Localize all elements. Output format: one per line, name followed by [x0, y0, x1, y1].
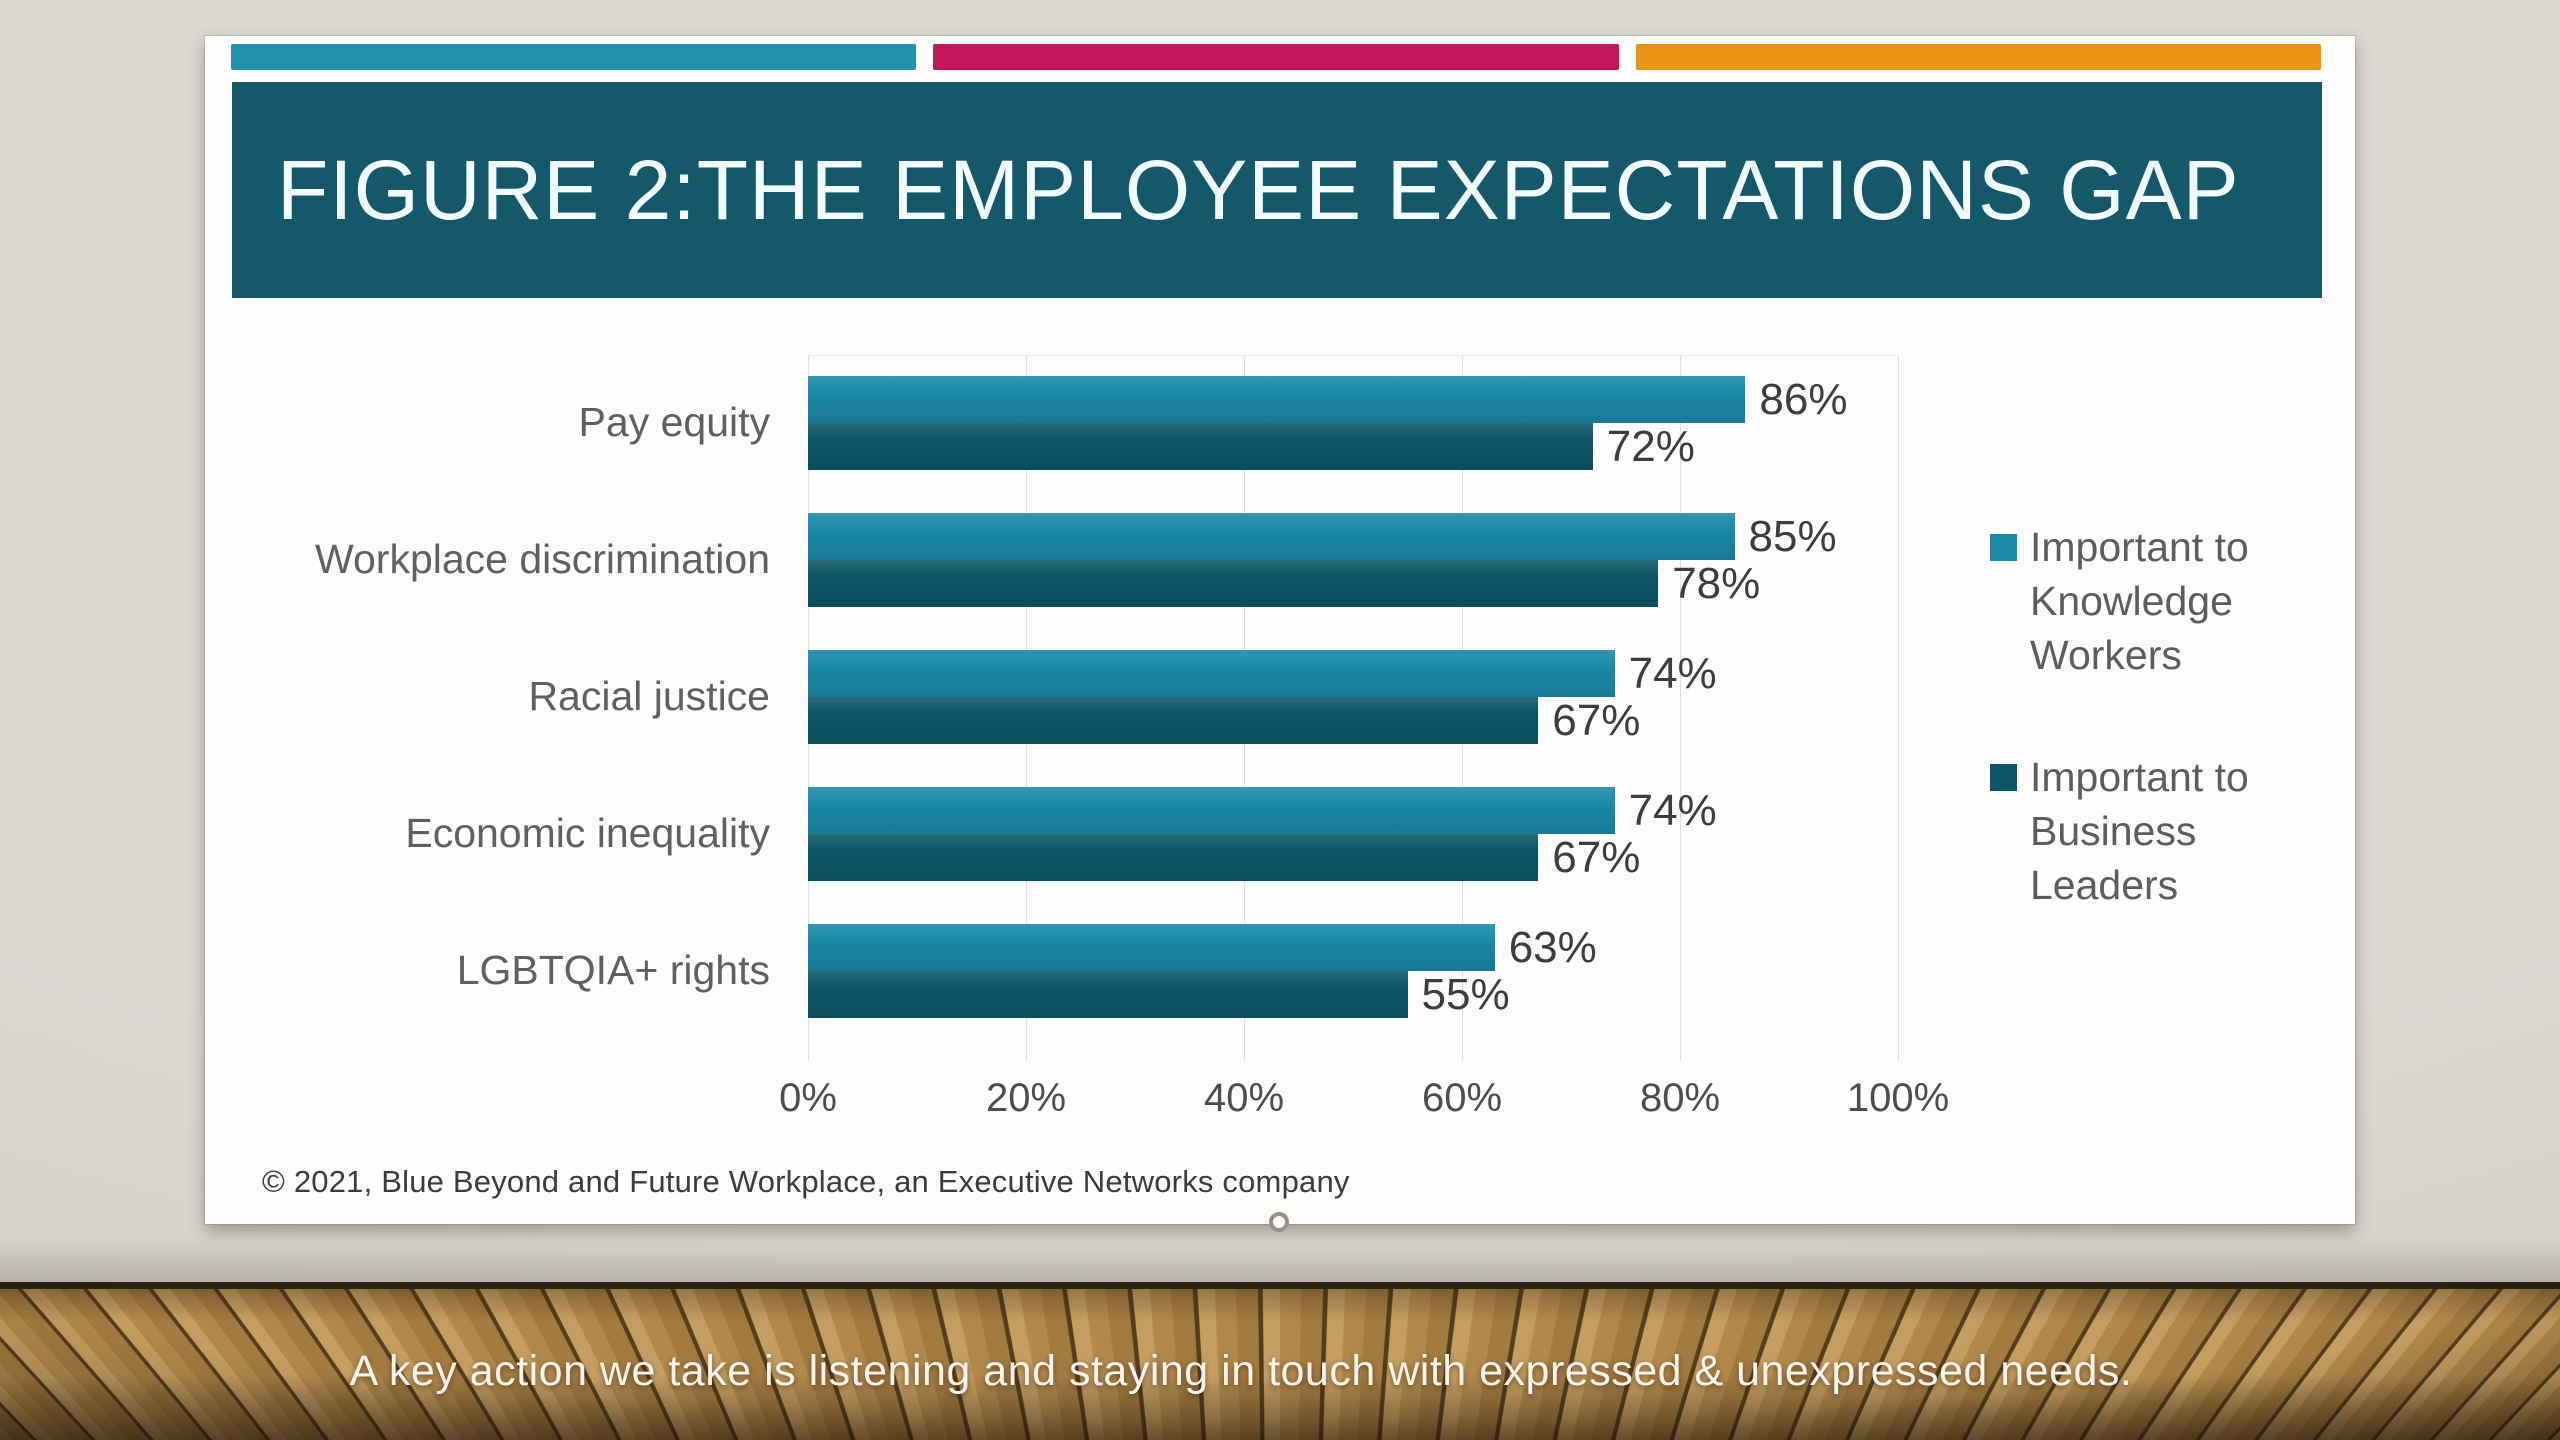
- bar-value-label: 85%: [1749, 512, 1837, 562]
- speaker-caption: A key action we take is listening and st…: [0, 1289, 2560, 1440]
- bar-value-label: 63%: [1509, 923, 1597, 973]
- legend-item-knowledge-workers: Important to Knowledge Workers: [1990, 520, 2296, 682]
- category-label: LGBTQIA+ rights: [230, 942, 770, 998]
- category-label: Economic inequality: [230, 805, 770, 861]
- bar-knowledge-workers: [808, 376, 1745, 423]
- bar-knowledge-workers: [808, 650, 1615, 697]
- legend-swatch-business-leaders: [1990, 764, 2017, 791]
- presentation-screen: FIGURE 2:THE EMPLOYEE EXPECTATIONS GAP P…: [0, 0, 2560, 1440]
- x-tick-0%: 0%: [779, 1076, 837, 1121]
- bar-value-label: 55%: [1422, 970, 1510, 1020]
- slide: FIGURE 2:THE EMPLOYEE EXPECTATIONS GAP P…: [205, 36, 2355, 1224]
- legend-label-business-leaders: Important to Business Leaders: [2030, 750, 2296, 912]
- accent-stripe-orange: [1636, 44, 2321, 70]
- x-axis: 0% 20% 40% 60% 80% 100%: [808, 1076, 1898, 1130]
- legend-item-business-leaders: Important to Business Leaders: [1990, 750, 2296, 912]
- copyright-text: © 2021, Blue Beyond and Future Workplace…: [262, 1164, 1350, 1200]
- slide-title: FIGURE 2:THE EMPLOYEE EXPECTATIONS GAP: [232, 142, 2240, 239]
- bar-value-label: 86%: [1759, 375, 1847, 425]
- x-tick-40%: 40%: [1204, 1076, 1284, 1121]
- bar-business-leaders: [808, 423, 1593, 470]
- accent-stripe-teal: [231, 44, 916, 70]
- bar-knowledge-workers: [808, 924, 1495, 971]
- bar-business-leaders: [808, 697, 1538, 744]
- bar-business-leaders: [808, 560, 1658, 607]
- legend-label-knowledge-workers: Important to Knowledge Workers: [2030, 520, 2296, 682]
- category-labels: Pay equity Workplace discrimination Racial…: [230, 355, 770, 1060]
- legend-swatch-knowledge-workers: [1990, 534, 2017, 561]
- bar-knowledge-workers: [808, 787, 1615, 834]
- bar-value-label: 67%: [1552, 696, 1640, 746]
- bar-business-leaders: [808, 971, 1408, 1018]
- slide-title-bar: FIGURE 2:THE EMPLOYEE EXPECTATIONS GAP: [232, 82, 2322, 298]
- gridline-100%: [1898, 356, 1899, 1061]
- bar-value-label: 74%: [1629, 649, 1717, 699]
- x-tick-60%: 60%: [1422, 1076, 1502, 1121]
- bar-value-label: 78%: [1672, 559, 1760, 609]
- x-tick-80%: 80%: [1640, 1076, 1720, 1121]
- category-label: Workplace discrimination: [230, 531, 770, 587]
- category-label: Pay equity: [230, 394, 770, 450]
- accent-stripes: [231, 44, 2321, 70]
- x-tick-20%: 20%: [986, 1076, 1066, 1121]
- bar-value-label: 74%: [1629, 786, 1717, 836]
- bar-knowledge-workers: [808, 513, 1735, 560]
- wood-floor: A key action we take is listening and st…: [0, 1282, 2560, 1440]
- accent-stripe-crimson: [933, 44, 1618, 70]
- bar-value-label: 72%: [1607, 422, 1695, 472]
- x-tick-100%: 100%: [1847, 1076, 1949, 1121]
- bar-value-label: 67%: [1552, 833, 1640, 883]
- bar-business-leaders: [808, 834, 1538, 881]
- plot-area: 86% 72% 85% 78% 74% 67% 74% 67% 63% 55%: [808, 355, 1898, 1061]
- category-label: Racial justice: [230, 668, 770, 724]
- slide-nav-dot: [1269, 1212, 1289, 1232]
